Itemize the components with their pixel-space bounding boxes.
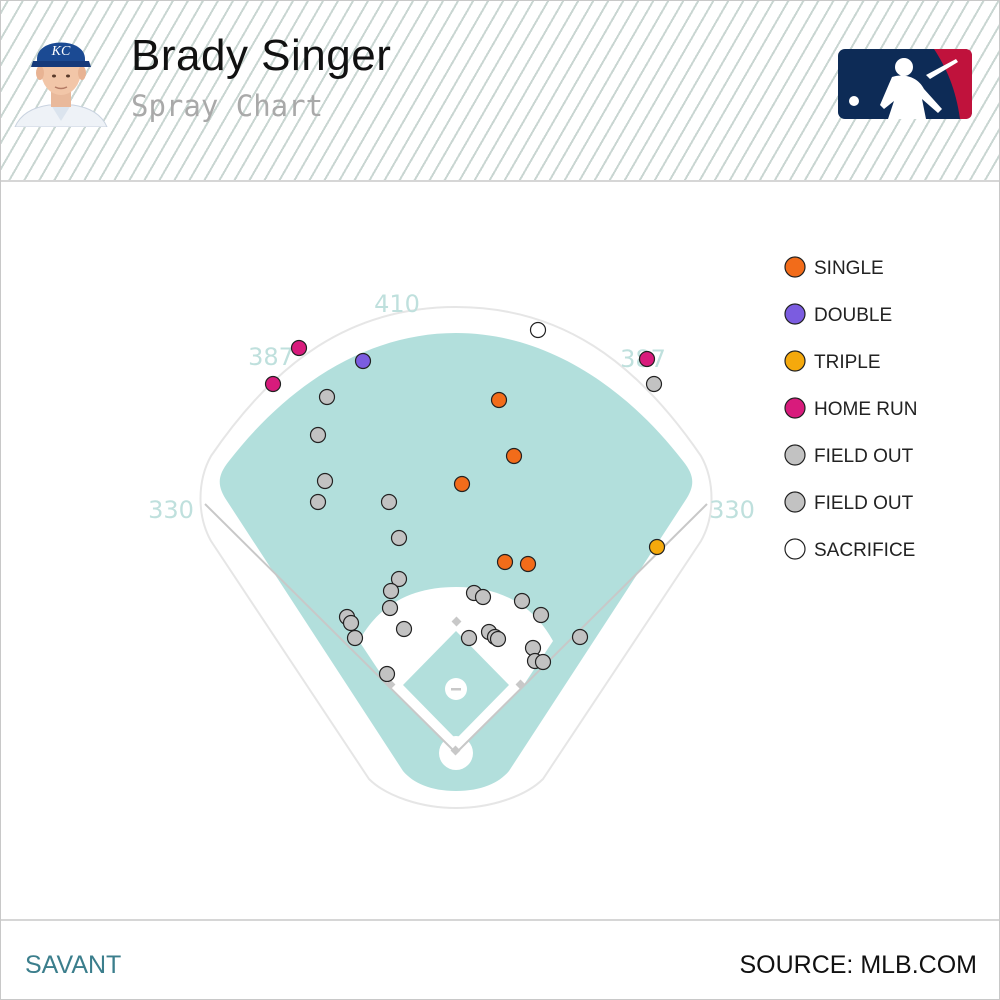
first-base [515,679,526,690]
chart-subtitle: Spray Chart [131,89,324,123]
svg-text:KC: KC [51,44,71,59]
legend: SINGLE DOUBLE TRIPLE HOME RUN FIELD OUT FIELD… [784,256,917,561]
legend-label-home-run: HOME RUN [814,399,917,420]
hit-point-field-out-27 [513,592,531,610]
hit-point-field-out-14 [309,493,327,511]
legend-item-field-out-2: FIELD OUT [784,491,914,514]
hit-point-field-out-17 [390,570,408,588]
pitching-rubber [451,688,461,691]
hit-point-field-out-24 [378,665,396,683]
footer: SAVANT SOURCE: MLB.COM [1,919,999,999]
distance-label-left-center: 387 [248,343,294,371]
hit-point-home-run-2 [638,350,656,368]
hit-point-field-out-11 [318,388,336,406]
hit-point-field-out-37 [645,375,663,393]
player-name: Brady Singer [131,31,392,80]
hit-point-field-out-21 [342,614,360,632]
ballpark [199,305,713,810]
left-foul-line [204,503,457,754]
hit-point-home-run-1 [264,375,282,393]
right-foul-line [455,503,708,754]
legend-marker-home-run [784,397,806,419]
hit-point-triple-4 [648,538,666,556]
distance-label-center: 410 [374,290,420,318]
brand-name: SAVANT [25,951,122,979]
legend-item-double: DOUBLE [784,303,892,326]
hit-point-field-out-23 [346,629,364,647]
distance-label-left-line: 330 [148,496,194,524]
legend-label-field-out-2: FIELD OUT [814,493,914,514]
player-headshot: KC [14,42,108,127]
hit-point-field-out-31 [489,630,507,648]
hit-point-field-out-16 [390,529,408,547]
source-credit: SOURCE: MLB.COM [739,951,977,979]
legend-item-field-out: FIELD OUT [784,444,914,467]
hit-point-field-out-32 [460,629,478,647]
hit-point-single-9 [496,553,514,571]
hit-point-double-3 [354,352,372,370]
hit-point-single-8 [453,475,471,493]
hit-point-field-out-18 [382,582,400,600]
hit-point-sacrifice-5 [529,321,547,339]
hit-point-field-out-26 [474,588,492,606]
legend-item-single: SINGLE [784,256,884,279]
distance-markers: 330 387 410 387 330 [148,290,755,524]
hit-point-field-out-13 [316,472,334,490]
legend-marker-double [784,303,806,325]
legend-label-triple: TRIPLE [814,352,881,373]
hit-point-field-out-19 [381,599,399,617]
legend-item-home-run: HOME RUN [784,397,917,420]
legend-item-sacrifice: SACRIFICE [784,538,915,561]
legend-label-field-out: FIELD OUT [814,446,914,467]
hit-point-field-out-12 [309,426,327,444]
batted-ball-points [264,321,666,683]
legend-marker-triple [784,350,806,372]
league-logo [838,49,972,119]
second-base [451,616,462,627]
legend-label-sacrifice: SACRIFICE [814,540,915,561]
legend-marker-field-out [784,444,806,466]
outfield-grass [219,333,693,791]
hit-point-single-10 [519,555,537,573]
hit-point-field-out-35 [534,653,552,671]
legend-label-double: DOUBLE [814,305,892,326]
legend-marker-single [784,256,806,278]
hit-point-field-out-36 [571,628,589,646]
legend-label-single: SINGLE [814,258,884,279]
home-plate [450,745,461,756]
hit-point-single-6 [490,391,508,409]
hit-point-field-out-15 [380,493,398,511]
legend-marker-sacrifice [784,538,806,560]
hit-point-single-7 [505,447,523,465]
spray-chart: 330 387 410 387 330 SINGLE DOUBLE TRIPLE HO… [148,256,917,810]
hit-point-field-out-28 [532,606,550,624]
hit-point-field-out-22 [395,620,413,638]
legend-marker-field-out-2 [784,491,806,513]
header-banner: KC Brady Singer Spray Chart [1,1,999,182]
legend-item-triple: TRIPLE [784,350,881,373]
distance-label-right-line: 330 [709,496,755,524]
hit-point-home-run-0 [290,339,308,357]
